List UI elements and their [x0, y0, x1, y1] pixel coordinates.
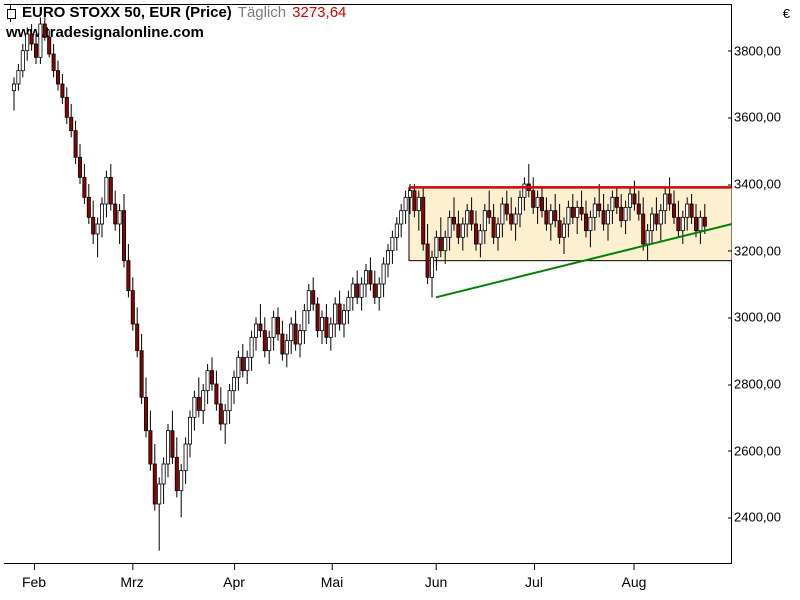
y-tick-label: 2600,00	[734, 443, 781, 458]
x-tick-label: Apr	[223, 574, 245, 590]
x-tick-label: Jun	[425, 574, 448, 590]
y-tick-label: 3000,00	[734, 310, 781, 325]
x-tick-label: Jul	[525, 574, 543, 590]
x-tick-label: Mrz	[120, 574, 143, 590]
y-tick-label: 3200,00	[734, 243, 781, 258]
y-tick-label: 3600,00	[734, 110, 781, 125]
y-tick-label: 3800,00	[734, 43, 781, 58]
x-tick-label: Mai	[321, 574, 344, 590]
chart-svg	[4, 4, 732, 564]
y-tick-label: 2400,00	[734, 510, 781, 525]
x-tick-label: Feb	[22, 574, 46, 590]
x-tick-label: Aug	[622, 574, 647, 590]
y-tick-label: 3400,00	[734, 177, 781, 192]
y-axis: 2400,00 2600,00 2800,00 3000,00 3200,00 3400,…	[734, 4, 798, 564]
y-tick-label: 2800,00	[734, 377, 781, 392]
x-axis: Feb Mrz Apr Mai Jun Jul Aug	[4, 566, 732, 598]
